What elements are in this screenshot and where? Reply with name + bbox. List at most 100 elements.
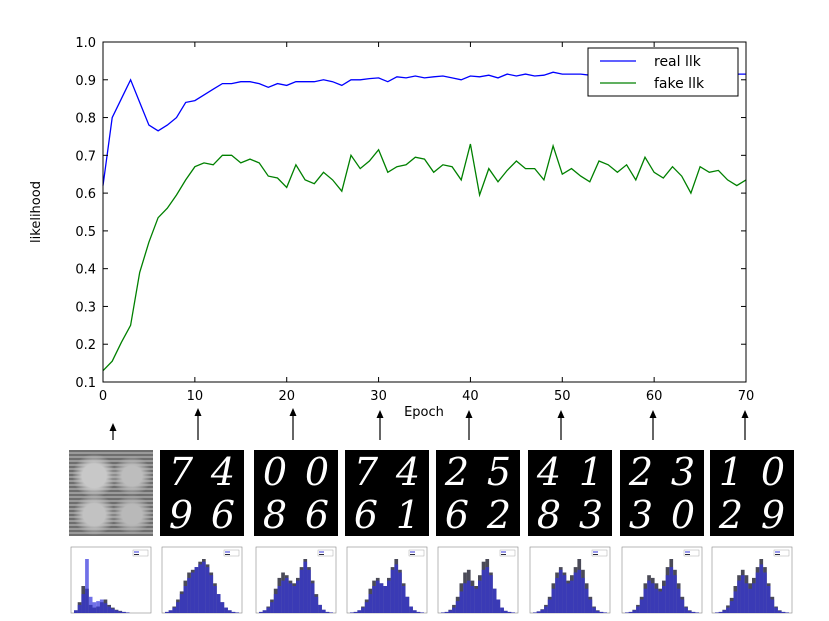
x-axis-label: Epoch <box>404 405 444 420</box>
sample-digit: 0 <box>760 450 786 494</box>
histogram <box>255 546 337 614</box>
sample-digit: 6 <box>304 492 330 536</box>
x-tick-label: 40 <box>462 389 479 404</box>
histogram-bar-real <box>577 569 582 613</box>
sample-digit: 6 <box>210 492 236 536</box>
histogram-bar-real <box>329 612 333 613</box>
histogram-bar-real <box>684 607 688 613</box>
histogram-bar-real <box>785 612 789 613</box>
y-tick-label: 0.5 <box>75 225 96 240</box>
epoch-arrows <box>109 408 749 440</box>
histogram-bar-real <box>647 580 651 613</box>
histogram-bar-real <box>168 610 173 613</box>
histogram-bar-real <box>209 575 214 613</box>
histogram-bar-real <box>459 591 464 613</box>
histogram-bar-real <box>420 612 424 613</box>
epoch-arrow-head <box>649 410 657 418</box>
histogram-bar-real <box>412 610 417 613</box>
histogram-bar-real <box>737 580 741 613</box>
histogram-bar-real <box>183 586 188 613</box>
histogram-bar-real <box>107 606 111 613</box>
sample-digit: 4 <box>536 450 562 494</box>
histogram-bar-real <box>88 596 93 613</box>
histogram-bar-real <box>639 599 644 613</box>
y-axis: 0.1 0.2 0.3 0.4 0.5 0.6 0.7 0.8 0.9 1.0 <box>75 36 746 391</box>
epoch-arrow-head <box>376 410 384 418</box>
histogram-bar-real <box>372 586 376 613</box>
histogram-bar-real <box>398 572 402 613</box>
histogram-bar-real <box>375 580 380 613</box>
histogram-bar-real <box>172 607 177 613</box>
epoch-arrow-head <box>109 423 117 431</box>
sample-digit: 0 <box>304 450 330 494</box>
histogram-bar-real <box>669 567 674 613</box>
histogram-bar-real <box>455 601 460 613</box>
histogram-bar-real <box>463 583 467 613</box>
histogram-bar-real <box>216 594 221 613</box>
histogram-bar-real <box>284 577 289 613</box>
sample-digit: 2 <box>628 450 654 494</box>
histogram-bar-real <box>99 599 104 613</box>
histogram-bar-real <box>566 583 570 613</box>
histogram-bar-real <box>310 583 315 613</box>
histogram-bar-real <box>489 575 493 613</box>
sample-digit: 6 <box>353 492 379 536</box>
sample-digit: 9 <box>168 492 194 536</box>
histogram-bar-real <box>288 583 293 613</box>
histogram-bar-real <box>485 567 490 613</box>
histogram-bar-real <box>444 611 449 613</box>
histogram-legend <box>408 549 425 557</box>
histogram-bar-real <box>507 611 512 613</box>
x-tick-label: 0 <box>99 389 107 404</box>
histogram-bar-real <box>390 569 395 613</box>
y-tick-label: 1.0 <box>75 36 96 51</box>
histogram-bar-real <box>405 596 410 613</box>
histogram-bar-real <box>281 580 285 613</box>
histogram-bar-real <box>307 569 311 613</box>
legend-box <box>587 47 739 97</box>
histogram-bar-real <box>643 588 648 613</box>
sample-digit: 3 <box>628 492 654 536</box>
histogram-bar-real <box>383 586 387 613</box>
x-axis: 0 10 20 30 40 50 60 70 <box>99 42 754 404</box>
histogram-bar-real <box>625 612 629 613</box>
legend: real llk fake llk <box>587 47 739 97</box>
histogram-bar-real <box>325 611 330 613</box>
sample-digit: 1 <box>578 450 604 494</box>
histogram <box>437 546 519 614</box>
histogram-bar-real <box>194 567 199 613</box>
histogram-bar-real <box>235 612 239 613</box>
histogram-bar-real <box>299 569 304 613</box>
histogram-bar-real <box>190 572 195 613</box>
histogram-bar-real <box>357 610 362 613</box>
histogram-bar-real <box>584 588 589 613</box>
histogram-bar-real <box>595 610 600 613</box>
y-tick-label: 0.9 <box>75 74 96 89</box>
sample-digit: 4 <box>395 450 421 494</box>
histogram-bar-real <box>118 611 123 613</box>
sample-digit <box>111 450 153 493</box>
sample-digit: 1 <box>395 492 421 536</box>
histogram-bar-real <box>592 607 596 613</box>
histogram-bar-real <box>81 594 86 613</box>
histogram-bar-real <box>125 612 130 613</box>
sample-digit: 2 <box>444 450 470 494</box>
epoch-arrow-head <box>194 408 202 416</box>
histogram-bar-real <box>632 610 637 613</box>
histogram-bar-real <box>474 588 478 613</box>
y-tick-label: 0.2 <box>75 338 96 353</box>
histogram-bar-real <box>781 611 786 613</box>
histogram-bar-real <box>470 586 475 613</box>
sample-digit: 3 <box>578 492 604 536</box>
histogram-bar-real <box>227 610 232 613</box>
histogram-bar-real <box>273 594 278 613</box>
histogram <box>70 546 152 614</box>
histogram-bar-real <box>496 599 501 613</box>
histogram-bar-real <box>179 594 184 613</box>
histogram-bar-real <box>165 611 169 613</box>
histogram-bar-real <box>573 572 578 613</box>
histogram-bar-real <box>726 607 730 613</box>
sample-digit: 8 <box>536 492 562 536</box>
